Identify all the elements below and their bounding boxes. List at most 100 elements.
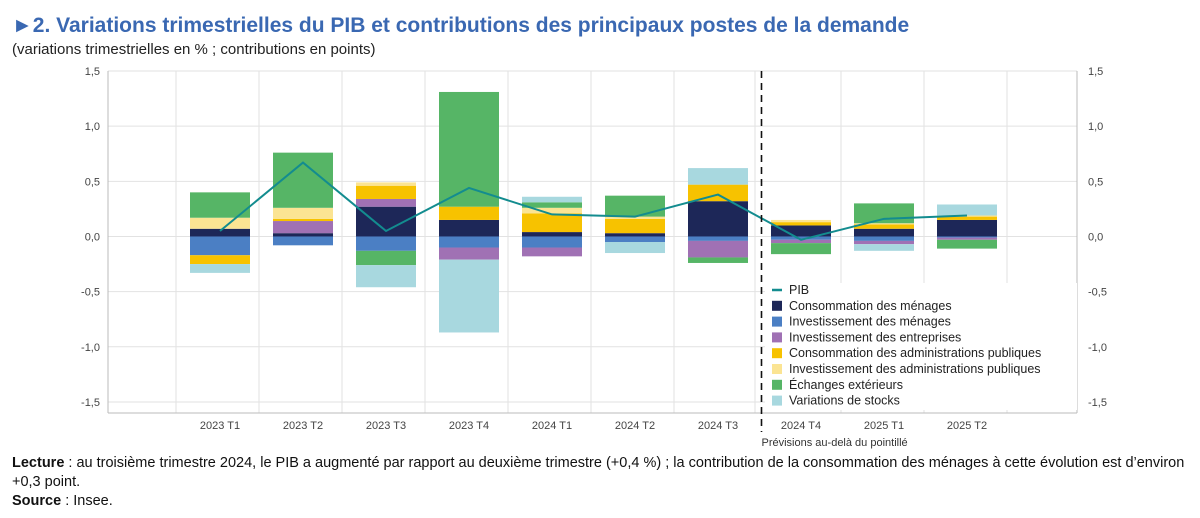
lecture-line: Lecture : au troisième trimestre 2024, l… (12, 454, 1192, 492)
y-tick-label-right: 1,5 (1088, 66, 1103, 78)
x-tick-label: 2024 T2 (615, 420, 655, 432)
bar-segment (273, 233, 333, 237)
bar-segment (771, 219, 831, 223)
legend-swatch (772, 316, 782, 327)
x-tick-label: 2023 T2 (283, 420, 323, 432)
bar-segment (522, 247, 582, 257)
y-tick-label-left: 1,5 (85, 66, 100, 78)
bar-segment (605, 195, 665, 217)
bar-segment (273, 221, 333, 234)
bar-segment (356, 182, 416, 186)
bar-segment (688, 240, 748, 258)
legend-label: Consommation des administrations publiqu… (789, 346, 1041, 360)
bar-segment (688, 257, 748, 263)
y-tick-label-right: 0,5 (1088, 176, 1103, 188)
source-text: : Insee. (61, 493, 113, 509)
x-tick-label: 2024 T3 (698, 420, 738, 432)
bar-segment (854, 228, 914, 237)
bar-segment (439, 91, 499, 207)
pib-line (219, 161, 968, 241)
bar-segment (854, 223, 914, 225)
bar-segment (771, 225, 831, 237)
bar-segment (937, 219, 997, 237)
legend-label: Variations de stocks (789, 394, 900, 408)
bar-segment (937, 236, 997, 238)
bar-segment (522, 213, 582, 233)
bar-segment (937, 216, 997, 220)
y-tick-label-left: 0,0 (85, 231, 100, 243)
x-tick-label: 2024 T4 (781, 420, 821, 432)
legend-swatch (772, 332, 782, 343)
legend-swatch (772, 364, 782, 374)
bar-segment (688, 168, 748, 185)
bar-segment (439, 247, 499, 260)
bar-segment (854, 203, 914, 224)
y-tick-label-right: -0,5 (1088, 287, 1107, 299)
x-tick-label: 2025 T2 (947, 420, 987, 432)
bar-segment (190, 255, 250, 265)
lecture-text: : au troisième trimestre 2024, le PIB a … (12, 455, 1185, 490)
x-tick-label: 2025 T1 (864, 420, 904, 432)
y-tick-label-left: -1,5 (81, 397, 100, 409)
legend-swatch (772, 348, 782, 359)
bar-segment (273, 236, 333, 246)
legend-label: Investissement des administrations publi… (789, 362, 1041, 376)
source-label: Source (12, 493, 62, 509)
bar-segment (356, 250, 416, 266)
chart-title: ►2. Variations trimestrielles du PIB et … (12, 14, 910, 37)
bar-segment (688, 236, 748, 241)
bar-segment (439, 206, 499, 220)
y-tick-label-right: -1,0 (1088, 342, 1107, 354)
bar-segment (356, 198, 416, 207)
y-tick-label-right: 1,0 (1088, 121, 1103, 133)
bar-segment (439, 236, 499, 248)
legend-swatch (772, 395, 782, 406)
x-tick-label: 2023 T3 (366, 420, 406, 432)
lecture-label: Lecture (12, 455, 65, 471)
bar-segment (605, 242, 665, 254)
legend-label: Investissement des entreprises (789, 330, 961, 344)
x-tick-label: 2024 T1 (532, 420, 572, 432)
bar-segment (356, 185, 416, 199)
y-tick-label-left: 1,0 (85, 121, 100, 133)
bar-segment (273, 218, 333, 222)
y-tick-label-left: -1,0 (81, 342, 100, 354)
y-tick-label-left: -0,5 (81, 287, 100, 299)
bar-segment (771, 222, 831, 226)
bar-segment (771, 243, 831, 255)
bar-segment (605, 218, 665, 234)
bar-segment (356, 265, 416, 288)
bar-segment (854, 224, 914, 229)
bar-segment (439, 219, 499, 237)
bar-segment (522, 236, 582, 248)
y-tick-label-right: -1,5 (1088, 397, 1107, 409)
bar-segment (771, 236, 831, 240)
legend-label: Échanges extérieurs (789, 377, 903, 392)
bar-segment (190, 236, 250, 256)
source-line: Source : Insee. (12, 492, 1192, 511)
bar-segment (688, 184, 748, 202)
x-tick-label: 2023 T4 (449, 420, 489, 432)
x-tick-label: 2023 T1 (200, 420, 240, 432)
bar-segment (356, 236, 416, 251)
bar-segment (190, 217, 250, 229)
bar-segment (854, 240, 914, 245)
bar-segment (522, 196, 582, 203)
bar-segment (190, 228, 250, 237)
bar-segment (771, 239, 831, 244)
legend-swatch (772, 379, 782, 390)
legend-label: Investissement des ménages (789, 315, 951, 329)
y-tick-label-left: 0,5 (85, 176, 100, 188)
bar-segment (439, 259, 499, 333)
bar-segment (522, 232, 582, 237)
bar-segment (937, 204, 997, 216)
bar-segment (937, 237, 997, 240)
forecast-note: Prévisions au-delà du pointillé (762, 437, 908, 449)
y-tick-label-right: 0,0 (1088, 231, 1103, 243)
bar-segment (273, 207, 333, 219)
bar-segment (937, 239, 997, 249)
bar-segment (190, 264, 250, 273)
bar-segment (605, 236, 665, 242)
legend-label: Consommation des ménages (789, 299, 952, 313)
